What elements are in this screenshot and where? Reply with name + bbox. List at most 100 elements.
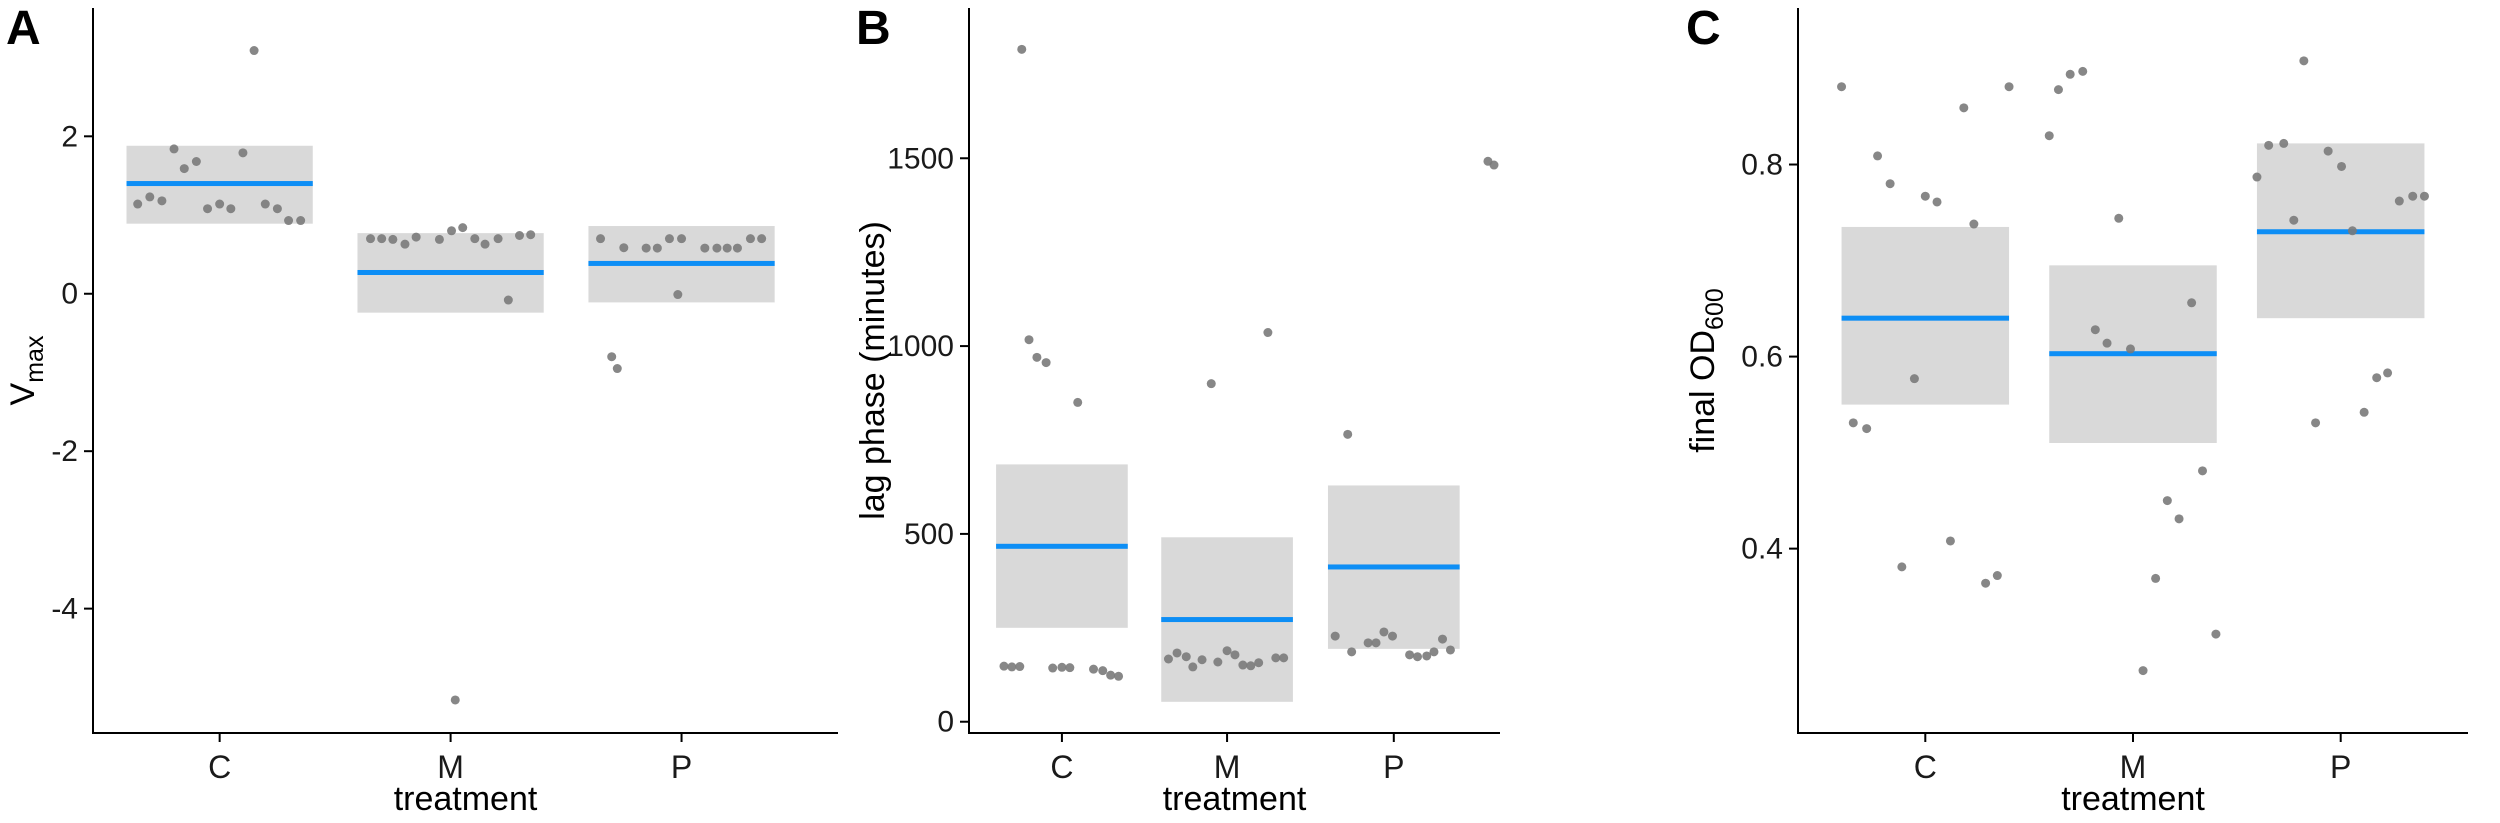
y-axis-title: lag phase (minutes) — [854, 221, 892, 520]
x-tick-label: P — [2330, 749, 2351, 785]
x-tick-label: P — [671, 749, 692, 785]
y-axis-title: final OD600 — [1684, 288, 1729, 453]
data-point — [1098, 666, 1108, 676]
data-point — [652, 243, 662, 253]
data-point — [388, 234, 398, 244]
data-point — [2078, 66, 2088, 76]
data-point — [169, 144, 179, 154]
data-point — [2299, 56, 2309, 66]
panel-label: B — [856, 2, 891, 55]
data-point — [1114, 671, 1124, 681]
data-point — [458, 223, 468, 233]
data-point — [2187, 298, 2197, 308]
panel-label: A — [6, 2, 41, 55]
data-point — [447, 226, 457, 236]
data-point — [999, 661, 1009, 671]
data-point — [612, 364, 622, 374]
data-point — [2359, 407, 2369, 417]
data-point — [2372, 373, 2382, 383]
mean-line-M — [357, 269, 544, 275]
data-point — [191, 157, 201, 167]
data-point — [2337, 161, 2347, 171]
y-tick-label: 0.4 — [1741, 533, 1783, 566]
data-point — [1089, 664, 1099, 674]
data-point — [2347, 226, 2357, 236]
data-point — [260, 199, 270, 209]
data-point — [677, 234, 687, 244]
data-point — [1445, 645, 1455, 655]
data-point — [526, 230, 536, 240]
data-point — [366, 234, 376, 244]
data-point — [1413, 652, 1423, 662]
data-point — [1065, 663, 1075, 673]
data-point — [1007, 662, 1017, 672]
data-point — [1438, 634, 1448, 644]
data-point — [411, 232, 421, 242]
x-tick-label: P — [1383, 749, 1404, 785]
data-point — [145, 192, 155, 202]
data-point — [1992, 571, 2002, 581]
data-point — [2198, 466, 2208, 476]
data-point — [1238, 660, 1248, 670]
data-point — [1429, 647, 1439, 657]
data-point — [2114, 213, 2124, 223]
data-point — [2279, 138, 2289, 148]
data-point — [1206, 379, 1216, 389]
y-tick-label: 500 — [904, 518, 954, 551]
x-tick-label: M — [2120, 749, 2147, 785]
data-point — [515, 230, 525, 240]
data-point — [1254, 658, 1264, 668]
data-point — [179, 164, 189, 174]
mean-line-C — [1841, 315, 2010, 321]
y-tick-label: -4 — [51, 593, 78, 626]
data-point — [1048, 663, 1058, 673]
y-tick-label: 0.8 — [1741, 149, 1783, 182]
data-point — [1379, 627, 1389, 637]
data-point — [1837, 82, 1847, 92]
data-point — [619, 243, 629, 253]
data-point — [296, 216, 306, 226]
data-point — [203, 204, 213, 214]
mean-line-P — [2256, 229, 2425, 235]
x-tick-label: C — [1914, 749, 1937, 785]
data-point — [2044, 131, 2054, 141]
data-point — [1032, 352, 1042, 362]
x-tick-label: M — [1214, 749, 1241, 785]
data-point — [757, 234, 767, 244]
data-point — [1422, 651, 1432, 661]
panel-label: C — [1686, 2, 1721, 55]
data-point — [1263, 328, 1273, 338]
data-point — [1371, 638, 1381, 648]
data-point — [2151, 573, 2161, 583]
data-point — [1271, 653, 1281, 663]
y-tick-label: 1500 — [887, 142, 954, 175]
data-point — [1885, 179, 1895, 189]
y-tick-label: 0 — [61, 278, 78, 311]
data-point — [1222, 646, 1232, 656]
mean-line-M — [2049, 351, 2217, 357]
data-point — [732, 243, 742, 253]
data-point — [1230, 650, 1240, 660]
data-point — [1197, 655, 1207, 665]
data-point — [1873, 151, 1883, 161]
data-point — [1330, 631, 1340, 641]
y-tick-label: -2 — [51, 435, 78, 468]
data-point — [2090, 325, 2100, 335]
data-point — [2408, 191, 2418, 201]
data-point — [400, 239, 410, 249]
data-point — [2211, 629, 2221, 639]
data-point — [2252, 172, 2262, 182]
data-point — [1106, 670, 1116, 680]
y-tick-label: 2 — [61, 120, 78, 153]
data-point — [2323, 146, 2333, 156]
data-point — [2102, 338, 2112, 348]
data-point — [215, 199, 225, 209]
data-point — [1897, 562, 1907, 572]
data-point — [1163, 654, 1173, 664]
data-point — [2125, 344, 2135, 354]
data-point — [226, 204, 236, 214]
data-point — [745, 234, 755, 244]
